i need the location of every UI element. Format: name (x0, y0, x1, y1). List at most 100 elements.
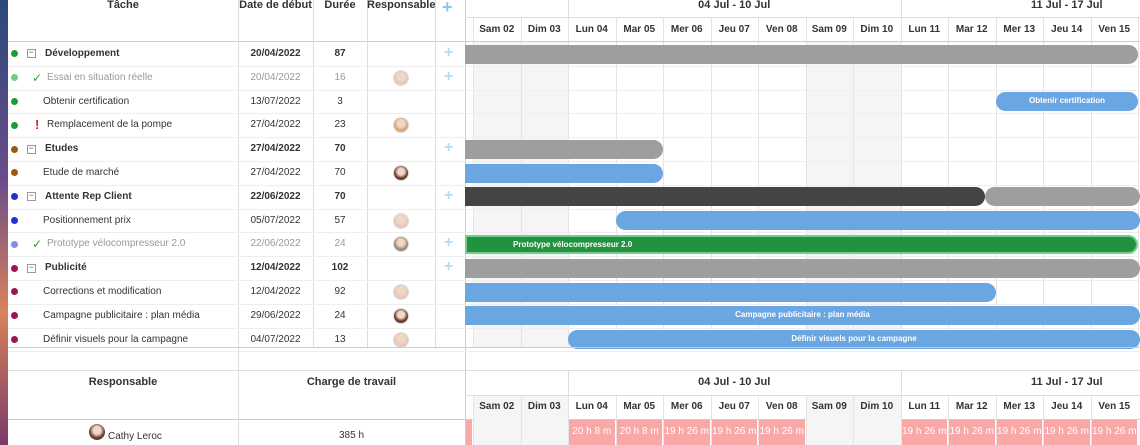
weekend-shade (473, 396, 521, 445)
day-grid-line (1090, 18, 1092, 348)
day-grid-line (900, 396, 902, 445)
load-cell (996, 420, 1042, 445)
task-name[interactable]: Campagne publicitaire : plan média (43, 309, 200, 321)
gantt-bar[interactable] (985, 187, 1140, 207)
collapse-toggle[interactable] (27, 144, 36, 154)
day-label: Dim 10 (860, 24, 894, 35)
duration: 3 (337, 95, 343, 107)
collapse-toggle[interactable] (27, 49, 36, 59)
gantt-bar[interactable] (465, 187, 985, 207)
collapse-toggle[interactable] (27, 192, 36, 202)
task-name[interactable]: Définir visuels pour la campagne (43, 333, 189, 345)
day-grid-line (710, 18, 712, 348)
gantt-bar[interactable]: Obtenir certification (996, 92, 1138, 112)
task-name[interactable]: Essai en situation réelle (47, 71, 153, 83)
day-label: Sam 02 (479, 24, 515, 35)
task-name[interactable]: Remplacement de la pompe (47, 119, 173, 131)
week-label: 04 Jul - 10 Jul (698, 0, 771, 11)
row-line (8, 137, 1140, 139)
weekend-shade (805, 396, 853, 445)
gantt-bar[interactable]: Définir visuels pour la campagne (568, 330, 1140, 350)
day-label: Dim 03 (527, 401, 561, 412)
day-grid-line (615, 18, 617, 348)
gantt-bar[interactable]: Prototype vélocompresseur 2.0 (465, 234, 1138, 254)
row-line (8, 327, 1140, 329)
day-label: Jeu 14 (1051, 24, 1083, 35)
week-divider (900, 0, 902, 18)
bar-label: Définir visuels pour la campagne (791, 334, 917, 344)
day-label: Dim 03 (527, 24, 561, 35)
gantt-bar[interactable]: Campagne publicitaire : plan média (465, 306, 1140, 326)
gantt-bar[interactable] (465, 163, 663, 183)
start-date: 13/07/2022 (250, 95, 301, 107)
load-cell (901, 420, 947, 445)
status-dot (11, 74, 18, 82)
day-grid-line (948, 396, 949, 445)
column-divider (313, 0, 314, 348)
day-label: Sam 09 (811, 401, 847, 412)
day-label: Sam 09 (811, 24, 847, 35)
bar-label: Prototype vélocompresseur 2.0 (513, 239, 633, 249)
add-subtask: + (444, 139, 454, 157)
duration: 92 (334, 285, 346, 297)
row-line (8, 280, 1140, 281)
start-date: 29/06/2022 (250, 309, 301, 321)
column-header: Tâche (107, 0, 139, 11)
day-label: Mer 13 (1003, 24, 1036, 35)
day-grid-line (520, 18, 522, 348)
day-grid-line (853, 18, 854, 348)
day-label: Mer 13 (1003, 401, 1036, 412)
res-day-line (465, 395, 1140, 396)
gantt-bar[interactable] (465, 258, 1140, 278)
day-label: Ven 15 (1098, 24, 1131, 35)
duration: 24 (334, 309, 346, 321)
status-dot (11, 121, 18, 129)
duration: 13 (334, 333, 346, 345)
day-grid-line (710, 396, 712, 445)
resource-column-header: Responsable (88, 376, 158, 388)
day-label: Dim 10 (860, 401, 894, 412)
task-name[interactable]: Positionnement prix (43, 214, 131, 226)
status-dot (11, 169, 18, 177)
day-grid-line (1138, 18, 1139, 348)
task-name[interactable]: Attente Rep Client (45, 190, 132, 202)
week-label: 04 Jul - 10 Jul (698, 376, 771, 388)
task-name[interactable]: Etude de marché (43, 166, 120, 178)
avatar (393, 117, 409, 134)
status-dot (11, 264, 18, 272)
day-label: Lun 11 (908, 24, 941, 35)
status-dot (11, 217, 18, 224)
duration: 16 (334, 71, 346, 83)
task-name[interactable]: Développement (45, 47, 120, 59)
avatar (393, 69, 409, 86)
task-name[interactable]: Prototype vélocompresseur 2.0 (47, 238, 186, 250)
done-icon: ✓ (32, 237, 43, 252)
collapse-toggle[interactable] (27, 263, 36, 273)
gantt-bar[interactable] (465, 44, 1138, 64)
start-date: 20/04/2022 (250, 47, 301, 59)
gantt-bar[interactable] (616, 211, 1140, 231)
week-label: 11 Jul - 17 Jul (1030, 0, 1103, 11)
status-dot (11, 193, 18, 201)
gantt-bar[interactable] (465, 139, 663, 159)
row-line (8, 208, 1140, 210)
start-date: 27/04/2022 (250, 143, 301, 155)
task-name[interactable]: Publicité (45, 262, 87, 274)
bar-label: Obtenir certification (1028, 96, 1105, 106)
done-icon: ✓ (32, 70, 43, 85)
task-name[interactable]: Obtenir certification (43, 95, 130, 107)
gantt-bar[interactable] (465, 282, 996, 302)
day-label: Ven 08 (765, 24, 798, 35)
day-label: Mar 05 (623, 24, 656, 35)
day-label: Mar 05 (623, 401, 656, 412)
task-name[interactable]: Etudes (45, 143, 79, 155)
load-value: 20 h 8 m (572, 426, 612, 437)
toggle-sign: − (28, 47, 34, 58)
load-value: 19 h 26 m (1044, 426, 1089, 437)
task-name[interactable]: Corrections et modification (43, 285, 162, 297)
avatar (89, 424, 105, 440)
add-icon: + (442, 0, 453, 17)
duration: 102 (331, 262, 349, 274)
background-strip (0, 0, 8, 445)
